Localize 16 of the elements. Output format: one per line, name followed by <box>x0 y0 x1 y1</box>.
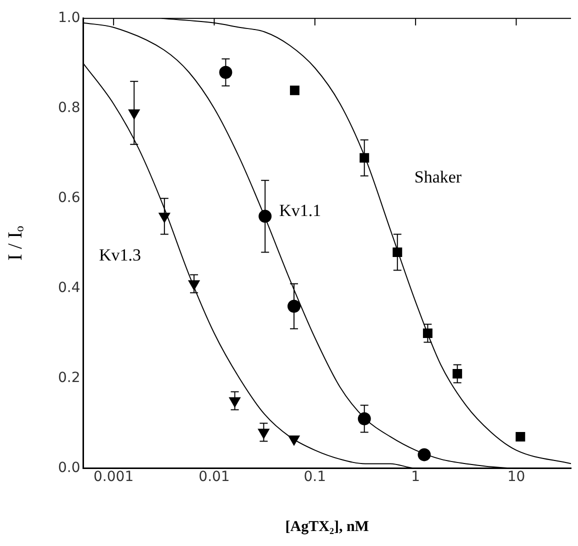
x-axis-title: [AgTX₂], nM <box>285 518 369 535</box>
text: Shaker <box>414 167 462 186</box>
y-tick-label: 0.8 <box>58 100 80 116</box>
y-tick-label: 0.2 <box>58 370 80 386</box>
x-tick-label: 0.01 <box>198 469 230 486</box>
series-label: Kv1.3 <box>99 245 142 264</box>
x-tick-label: 1 <box>411 469 420 486</box>
y-tick-label: 1.0 <box>58 10 80 26</box>
y-tick-label: 0.4 <box>58 280 80 296</box>
x-tick-label: 10 <box>507 469 526 486</box>
y-tick-label: 0.0 <box>58 460 80 476</box>
y-tick-label: 0.6 <box>58 190 80 206</box>
series-label: Kv1.1 <box>279 200 322 220</box>
x-tick-label: 0.1 <box>304 469 326 486</box>
x-tick-label: 0.001 <box>94 469 134 486</box>
y-axis-title: I / Iₒ <box>4 226 26 261</box>
